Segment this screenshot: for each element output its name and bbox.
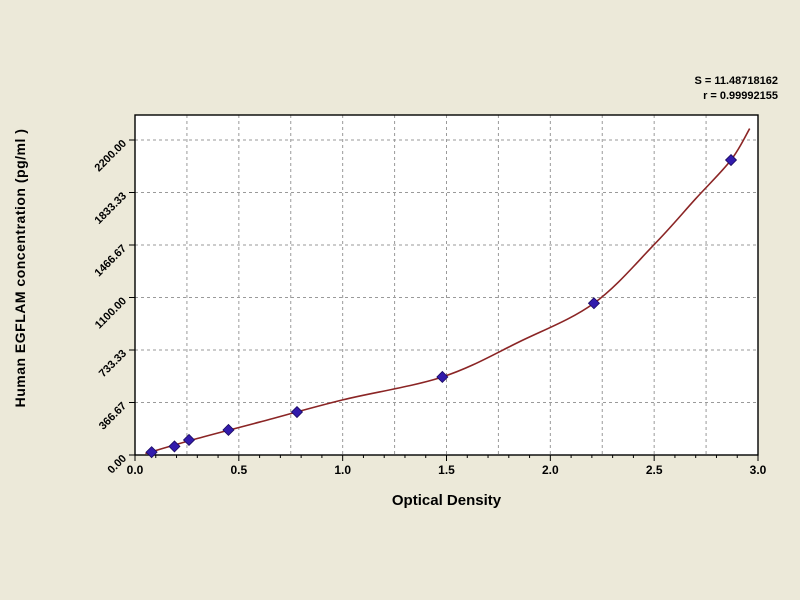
x-tick-label: 1.0 <box>334 463 351 477</box>
y-tick-label: 733.33 <box>97 348 129 380</box>
axis-ticks <box>129 139 759 461</box>
x-tick-labels: 0.0 0.5 1.0 1.5 2.0 2.5 3.0 <box>127 463 767 477</box>
y-tick-label: 0.00 <box>105 453 129 477</box>
data-point <box>182 433 196 447</box>
x-tick-label: 2.5 <box>646 463 663 477</box>
x-tick-label: 2.0 <box>542 463 559 477</box>
y-tick-label: 1833.33 <box>93 190 130 227</box>
y-tick-label: 2200.00 <box>93 138 130 175</box>
y-tick-label: 1466.67 <box>93 243 130 280</box>
data-point <box>222 423 235 437</box>
data-point <box>145 446 158 459</box>
fit-s-value: S = 11.48718162 <box>694 75 779 87</box>
fit-r-value: r = 0.99992155 <box>703 90 778 102</box>
data-point <box>724 153 738 167</box>
y-axis-title: Human EGFLAM concentration (pg/ml ) <box>12 128 28 408</box>
fit-statistics: S = 11.48718162 r = 0.99992155 <box>695 74 779 104</box>
x-axis-title: Optical Density <box>391 492 502 509</box>
x-tick-label: 1.5 <box>438 463 455 477</box>
data-point <box>168 440 181 453</box>
x-tick-label: 0.0 <box>127 463 144 477</box>
data-points <box>145 153 738 459</box>
data-point <box>587 297 601 310</box>
y-tick-labels: 0.00 366.67 733.33 1100.00 1466.67 1833.33 220… <box>93 138 130 477</box>
x-tick-label: 3.0 <box>750 463 767 477</box>
y-tick-label: 1100.00 <box>93 295 129 331</box>
fit-curve <box>145 128 751 455</box>
y-tick-label: 366.67 <box>97 400 129 432</box>
gridlines <box>135 115 758 455</box>
data-point <box>436 370 449 384</box>
data-point <box>290 405 304 419</box>
x-tick-label: 0.5 <box>230 463 247 477</box>
